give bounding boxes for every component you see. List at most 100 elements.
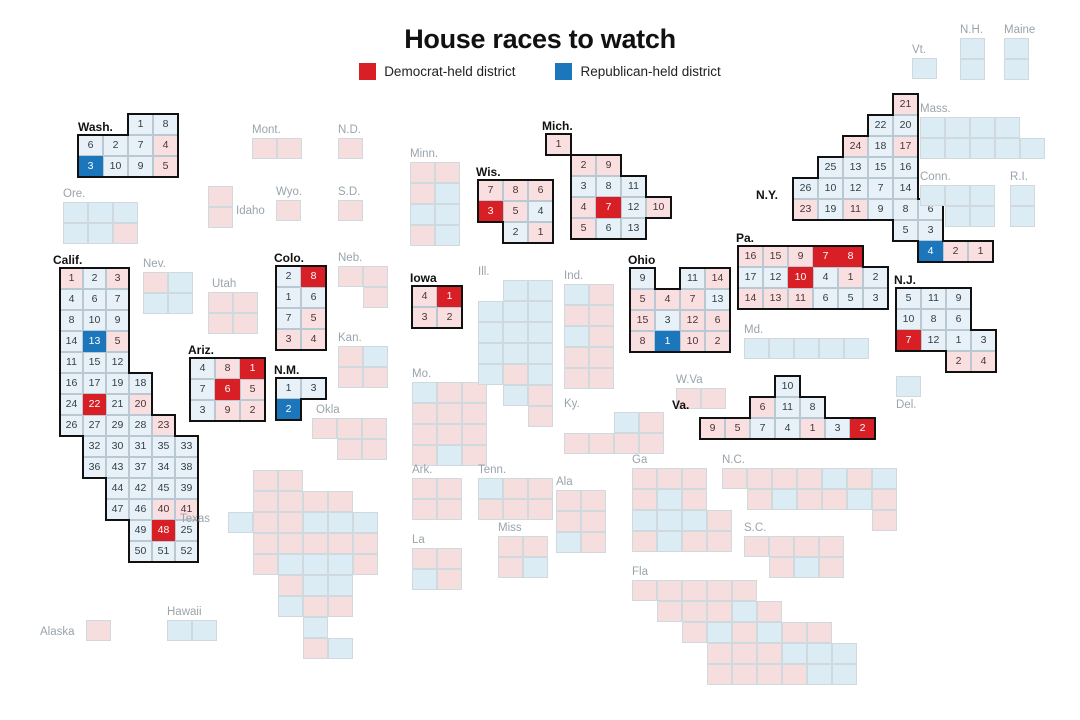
- district-cell-unlabeled[interactable]: [732, 643, 757, 664]
- district-cell[interactable]: 29: [106, 415, 129, 436]
- district-cell[interactable]: 13: [83, 331, 106, 352]
- district-cell-unlabeled[interactable]: [945, 117, 970, 138]
- district-cell[interactable]: 15: [868, 157, 893, 178]
- district-cell[interactable]: 36: [83, 457, 106, 478]
- district-cell-unlabeled[interactable]: [772, 489, 797, 510]
- district-cell-unlabeled[interactable]: [744, 338, 769, 359]
- district-cell-unlabeled[interactable]: [462, 424, 487, 445]
- district-cell-unlabeled[interactable]: [807, 664, 832, 685]
- district-cell-unlabeled[interactable]: [657, 510, 682, 531]
- district-cell-unlabeled[interactable]: [252, 138, 277, 159]
- district-cell-unlabeled[interactable]: [564, 433, 589, 454]
- district-cell-unlabeled[interactable]: [707, 580, 732, 601]
- district-cell[interactable]: 2: [863, 267, 888, 288]
- district-cell[interactable]: 9: [946, 288, 971, 309]
- district-cell-unlabeled[interactable]: [807, 622, 832, 643]
- district-cell[interactable]: 3: [106, 268, 129, 289]
- district-cell-unlabeled[interactable]: [920, 117, 945, 138]
- district-cell-unlabeled[interactable]: [303, 596, 328, 617]
- district-cell[interactable]: 11: [788, 288, 813, 309]
- district-cell-unlabeled[interactable]: [437, 424, 462, 445]
- district-cell-unlabeled[interactable]: [363, 287, 388, 308]
- district-cell[interactable]: 19: [818, 199, 843, 220]
- district-cell-unlabeled[interactable]: [328, 533, 353, 554]
- district-cell-unlabeled[interactable]: [912, 58, 937, 79]
- district-cell-unlabeled[interactable]: [303, 638, 328, 659]
- district-cell[interactable]: 7: [680, 289, 705, 310]
- district-cell[interactable]: 6: [528, 180, 553, 201]
- district-cell-unlabeled[interactable]: [945, 206, 970, 227]
- district-cell-unlabeled[interactable]: [233, 292, 258, 313]
- district-cell[interactable]: 5: [503, 201, 528, 222]
- district-cell-unlabeled[interactable]: [896, 376, 921, 397]
- district-cell-unlabeled[interactable]: [253, 533, 278, 554]
- district-cell[interactable]: 3: [478, 201, 503, 222]
- district-cell-unlabeled[interactable]: [960, 59, 985, 80]
- district-cell[interactable]: 16: [738, 246, 763, 267]
- district-cell-unlabeled[interactable]: [872, 489, 897, 510]
- district-cell[interactable]: 1: [276, 378, 301, 399]
- district-cell[interactable]: 31: [129, 436, 152, 457]
- district-cell-unlabeled[interactable]: [478, 343, 503, 364]
- district-cell-unlabeled[interactable]: [528, 385, 553, 406]
- district-cell[interactable]: 43: [106, 457, 129, 478]
- district-cell-unlabeled[interactable]: [589, 368, 614, 389]
- district-cell-unlabeled[interactable]: [208, 292, 233, 313]
- district-cell[interactable]: 24: [60, 394, 83, 415]
- district-cell[interactable]: 9: [700, 418, 725, 439]
- district-cell[interactable]: 12: [680, 310, 705, 331]
- district-cell[interactable]: 16: [893, 157, 918, 178]
- district-cell[interactable]: 11: [680, 268, 705, 289]
- district-cell-unlabeled[interactable]: [303, 533, 328, 554]
- district-cell[interactable]: 25: [818, 157, 843, 178]
- district-cell-unlabeled[interactable]: [435, 162, 460, 183]
- district-cell[interactable]: 7: [896, 330, 921, 351]
- district-cell-unlabeled[interactable]: [412, 445, 437, 466]
- district-cell[interactable]: 44: [106, 478, 129, 499]
- district-cell-unlabeled[interactable]: [233, 313, 258, 334]
- district-cell[interactable]: 2: [705, 331, 730, 352]
- district-cell[interactable]: 7: [276, 308, 301, 329]
- district-cell-unlabeled[interactable]: [437, 569, 462, 590]
- district-cell-unlabeled[interactable]: [676, 388, 701, 409]
- district-cell-unlabeled[interactable]: [303, 512, 328, 533]
- district-cell[interactable]: 24: [843, 136, 868, 157]
- district-cell-unlabeled[interactable]: [303, 554, 328, 575]
- district-cell[interactable]: 15: [763, 246, 788, 267]
- district-cell[interactable]: 48: [152, 520, 175, 541]
- district-cell-unlabeled[interactable]: [945, 185, 970, 206]
- district-cell[interactable]: 4: [775, 418, 800, 439]
- district-cell[interactable]: 10: [775, 376, 800, 397]
- district-cell-unlabeled[interactable]: [437, 499, 462, 520]
- district-cell-unlabeled[interactable]: [819, 557, 844, 578]
- district-cell-unlabeled[interactable]: [523, 557, 548, 578]
- district-cell-unlabeled[interactable]: [167, 620, 192, 641]
- district-cell-unlabeled[interactable]: [556, 511, 581, 532]
- district-cell[interactable]: 4: [301, 329, 326, 350]
- district-cell[interactable]: 12: [106, 352, 129, 373]
- district-cell-unlabeled[interactable]: [253, 512, 278, 533]
- district-cell-unlabeled[interactable]: [945, 138, 970, 159]
- district-cell-unlabeled[interactable]: [970, 185, 995, 206]
- district-cell-unlabeled[interactable]: [832, 664, 857, 685]
- district-cell[interactable]: 10: [818, 178, 843, 199]
- district-cell[interactable]: 7: [750, 418, 775, 439]
- district-cell-unlabeled[interactable]: [410, 162, 435, 183]
- district-cell[interactable]: 26: [60, 415, 83, 436]
- district-cell-unlabeled[interactable]: [564, 326, 589, 347]
- district-cell[interactable]: 8: [60, 310, 83, 331]
- district-cell-unlabeled[interactable]: [581, 532, 606, 553]
- district-cell-unlabeled[interactable]: [168, 272, 193, 293]
- district-cell[interactable]: 4: [153, 135, 178, 156]
- district-cell-unlabeled[interactable]: [412, 403, 437, 424]
- district-cell-unlabeled[interactable]: [208, 313, 233, 334]
- district-cell[interactable]: 8: [838, 246, 863, 267]
- district-cell[interactable]: 10: [896, 309, 921, 330]
- district-cell-unlabeled[interactable]: [556, 532, 581, 553]
- district-cell-unlabeled[interactable]: [478, 478, 503, 499]
- district-cell[interactable]: 3: [863, 288, 888, 309]
- district-cell[interactable]: 2: [503, 222, 528, 243]
- district-cell[interactable]: 5: [896, 288, 921, 309]
- district-cell[interactable]: 11: [775, 397, 800, 418]
- district-cell-unlabeled[interactable]: [797, 468, 822, 489]
